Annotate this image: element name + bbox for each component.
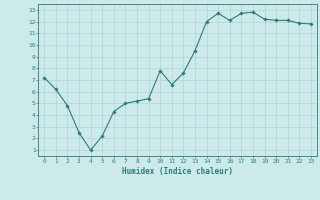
X-axis label: Humidex (Indice chaleur): Humidex (Indice chaleur) xyxy=(122,167,233,176)
